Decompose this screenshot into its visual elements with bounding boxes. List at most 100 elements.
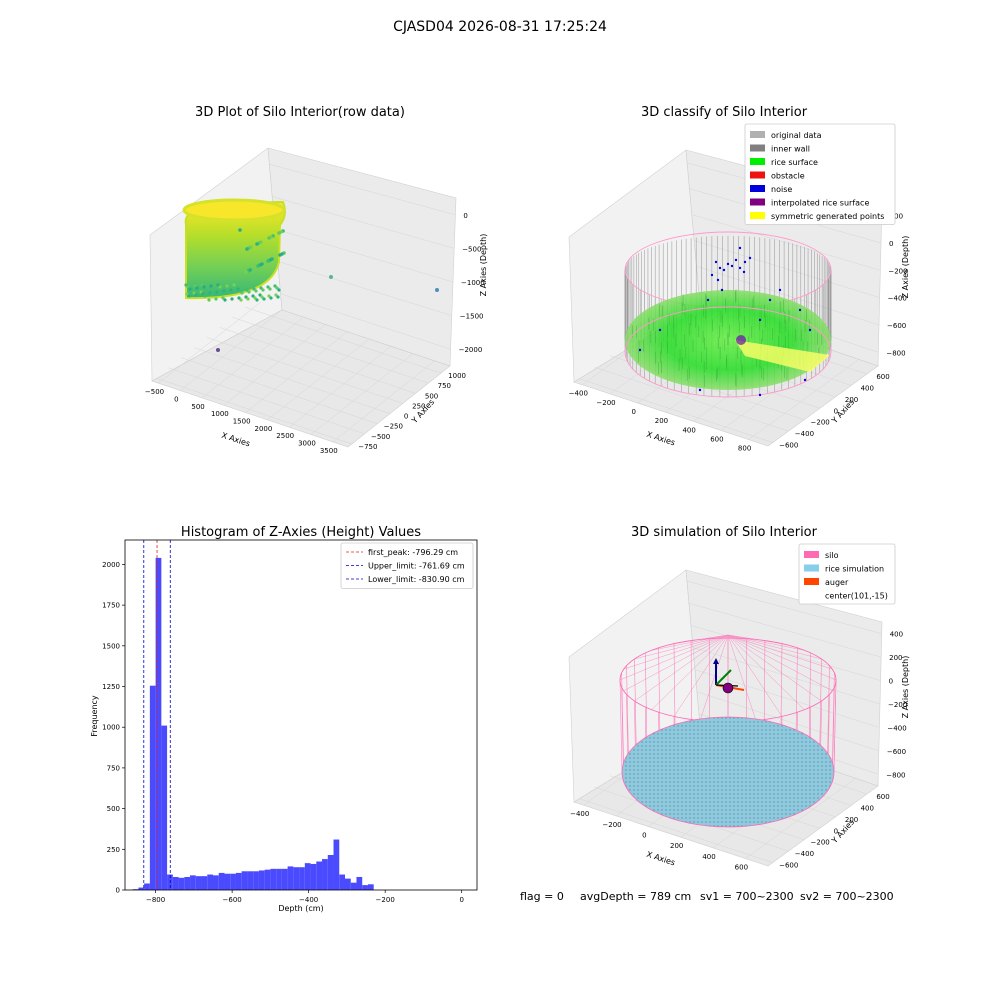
raw-point	[244, 295, 248, 299]
classify-legend-label: rice surface	[771, 158, 818, 167]
sim-auger-y-arrow	[715, 669, 732, 686]
classify-symmetric-points	[735, 340, 830, 372]
raw-point-cloud	[182, 198, 286, 302]
histogram-legend-label: first_peak: -796.29 cm	[368, 548, 458, 557]
raw-point	[262, 297, 266, 301]
grid-line	[193, 347, 391, 414]
noise-point	[718, 266, 722, 270]
y-tick-label: 600	[876, 373, 889, 381]
raw-point	[277, 231, 281, 235]
y-tick-label: 0	[834, 407, 838, 415]
silo-wall-line	[827, 665, 830, 754]
z-tick-label: −200	[888, 701, 907, 709]
silo-roof-line	[651, 634, 729, 651]
raw-outlier-point	[435, 288, 439, 292]
sim-rice-surface	[621, 716, 835, 828]
raw-point	[246, 297, 250, 301]
z-tick-label: −1500	[460, 313, 484, 321]
raw-point	[184, 283, 188, 287]
panel-title-raw: 3D Plot of Silo Interior(row data)	[195, 105, 405, 120]
silo-roof-line	[634, 634, 729, 702]
silo-wall-line	[644, 652, 648, 737]
silo-wall-line	[808, 652, 812, 737]
noise-point	[743, 260, 747, 264]
y-tick-label: 400	[861, 804, 874, 812]
noise-point	[706, 298, 710, 302]
classify-interpolated-spot	[736, 335, 746, 345]
z-tick-label: −2000	[459, 346, 483, 354]
y-tick-label: 500	[425, 392, 438, 400]
grid-line	[694, 669, 880, 728]
z-tick-label: −400	[888, 295, 907, 303]
histogram-x-axis-label: Depth (cm)	[278, 904, 323, 913]
grid-line	[274, 228, 454, 283]
histogram-bar	[230, 873, 236, 890]
noise-point	[658, 328, 662, 332]
raw-point	[253, 296, 257, 300]
y-tick-label: −250	[384, 423, 403, 431]
silo-roof-line	[727, 634, 805, 651]
x-tick-label: −200	[596, 399, 615, 407]
grid-line	[277, 261, 452, 316]
footer-flag: flag = 0	[520, 890, 564, 903]
classify-legend-label: obstacle	[771, 172, 805, 181]
grid-line	[232, 316, 429, 384]
noise-point	[722, 268, 726, 272]
raw-point	[256, 264, 260, 268]
silo-roof-line	[700, 634, 729, 640]
histogram-bar	[235, 872, 242, 890]
x-tick-label: 0	[632, 408, 636, 416]
x-tick-label: −200	[602, 821, 621, 829]
y-tick-label: 750	[438, 382, 451, 390]
raw-point	[240, 291, 244, 295]
grid-line	[272, 196, 455, 249]
histogram-bar	[184, 876, 191, 890]
raw-point	[236, 287, 240, 291]
raw-point	[255, 298, 259, 302]
x-tick-label: 2500	[276, 432, 294, 440]
histogram-bar	[155, 557, 162, 890]
x-tick-label: −800	[146, 896, 165, 904]
raw-point	[278, 253, 282, 257]
figure-title: CJASD04 2026-08-31 17:25:24	[393, 19, 607, 35]
silo-wall-line	[795, 647, 798, 730]
y-tick-label: 0	[834, 827, 838, 835]
raw-point	[251, 294, 255, 298]
z-tick-label: 0	[889, 678, 893, 686]
silo-roof-line	[623, 634, 729, 692]
sim-z-axis-label: Z Axies (Depth)	[901, 656, 910, 719]
raw-point	[238, 228, 242, 232]
raw-point	[209, 284, 213, 288]
silo-roof-line	[634, 634, 729, 660]
raw-point	[185, 292, 189, 296]
histogram-bar	[258, 870, 265, 890]
raw-point	[260, 295, 264, 299]
histogram-legend-label: Upper_limit: -761.69 cm	[368, 562, 465, 571]
grid-line	[686, 580, 882, 634]
raw-point	[188, 287, 192, 291]
noise-point	[803, 378, 807, 382]
y-tick-label: 600	[876, 793, 889, 801]
raw-x-axis-label: X Axies	[220, 431, 251, 449]
raw-point	[277, 288, 281, 292]
noise-point	[758, 318, 762, 322]
histogram-bar	[144, 883, 150, 890]
grid-line	[269, 163, 456, 216]
histogram-bar	[310, 863, 317, 890]
histogram-axes-frame	[124, 539, 478, 891]
raw-point	[231, 290, 235, 294]
histogram-y-axis-label: Frequency	[90, 695, 99, 737]
classify-legend-swatch	[750, 171, 765, 179]
raw-point	[217, 292, 221, 296]
footer-sv1: sv1 = 700~2300	[700, 890, 794, 903]
y-tick-label: 200	[845, 816, 858, 824]
silo-roof-line	[727, 634, 783, 644]
panel-raw-data: 3D Plot of Silo Interior(row data) −500 0…	[145, 105, 488, 455]
silo-wall-line	[626, 665, 629, 754]
noise-point	[698, 388, 702, 392]
x-tick-label: 0	[642, 832, 646, 840]
histogram-bar	[270, 868, 277, 890]
x-tick-label: 400	[702, 853, 715, 861]
z-tick-label: 200	[890, 213, 903, 221]
raw-point	[214, 297, 218, 301]
